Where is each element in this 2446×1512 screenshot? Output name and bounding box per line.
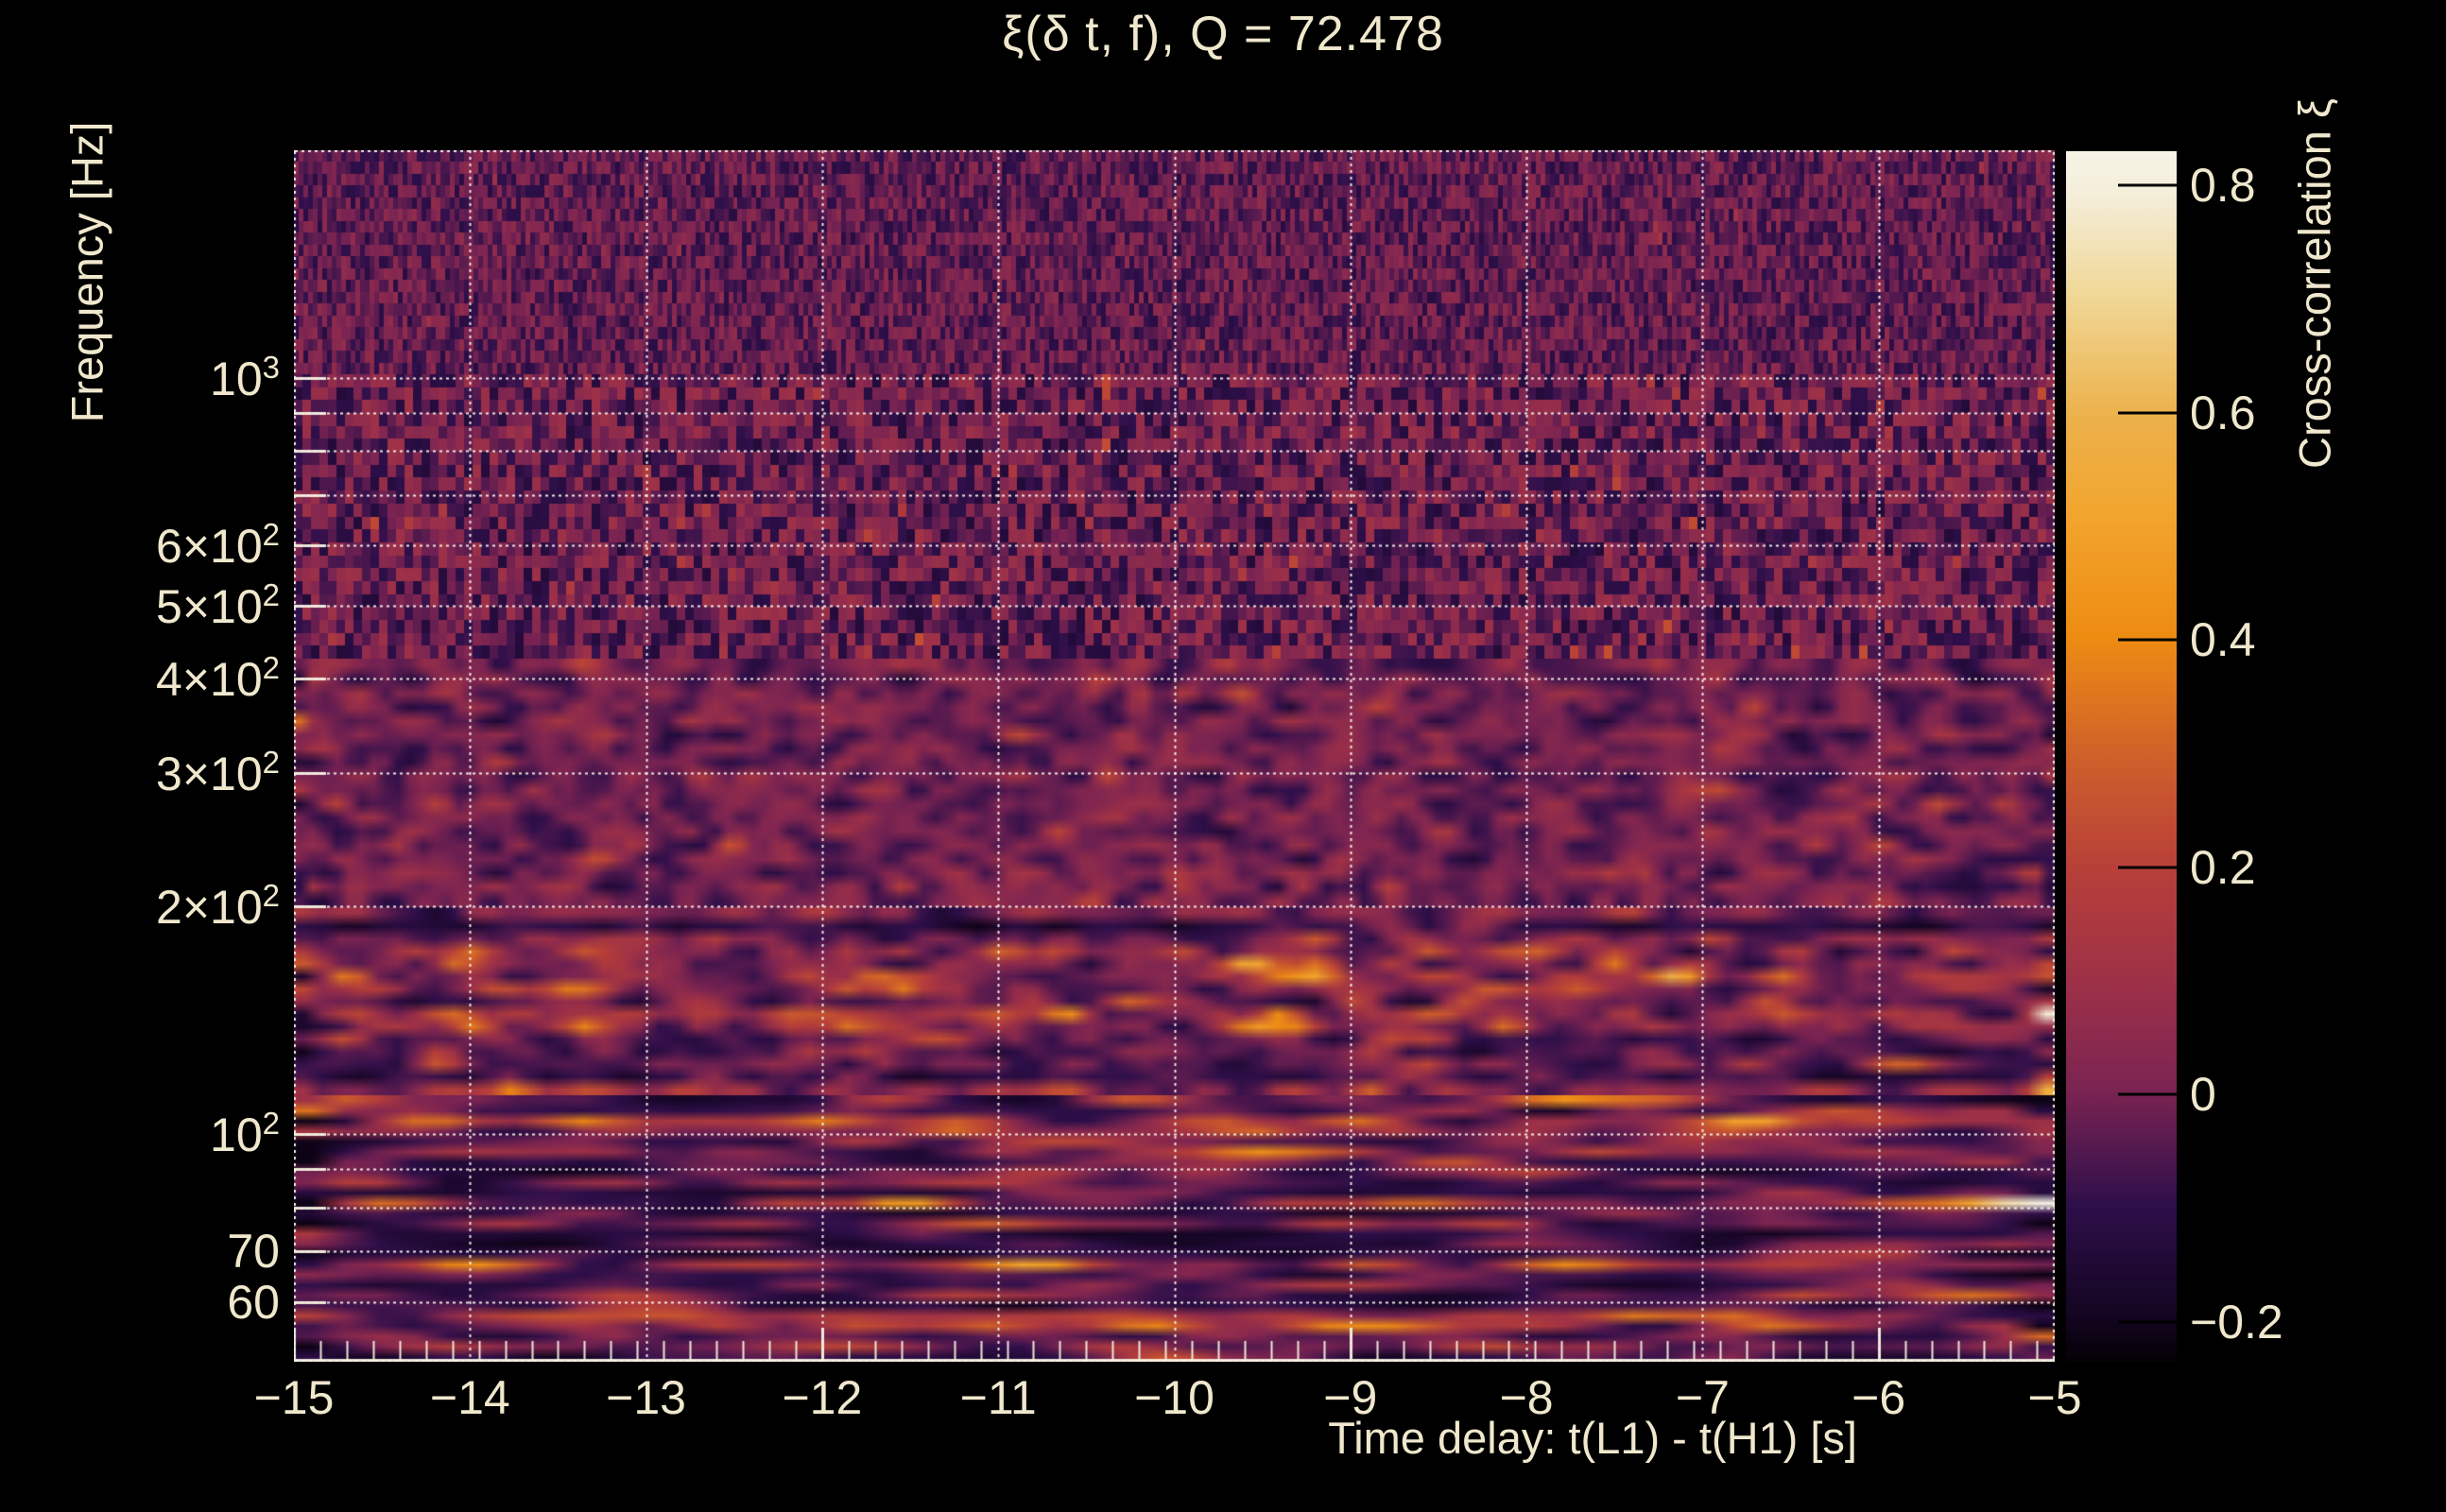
- y-tick-label: 4×102: [156, 650, 280, 707]
- colorbar-tick-label: 0: [2190, 1068, 2216, 1122]
- x-tick-label: −11: [959, 1371, 1037, 1424]
- y-tick-label: 3×102: [156, 745, 280, 801]
- colorbar-title: Cross-correlation ξ: [2289, 98, 2340, 469]
- colorbar-tick-label: 0.6: [2190, 386, 2256, 439]
- y-tick-label: 5×102: [156, 576, 280, 633]
- x-tick-label: −7: [1675, 1371, 1730, 1424]
- colorbar-tick-label: 0.4: [2190, 613, 2256, 667]
- spectrogram-canvas: [294, 150, 2055, 1362]
- x-tick-label: −14: [429, 1371, 510, 1424]
- x-axis-title: Time delay: t(L1) - t(H1) [s]: [1328, 1413, 1857, 1463]
- y-tick-label: 70: [227, 1225, 280, 1279]
- colorbar-tick-mark: [2118, 183, 2177, 187]
- x-tick-label: −13: [606, 1371, 687, 1424]
- colorbar-tick-label: 0.2: [2190, 840, 2256, 894]
- x-tick-label: −5: [2027, 1371, 2082, 1424]
- y-tick-label: 60: [227, 1275, 280, 1329]
- x-tick-label: −8: [1499, 1371, 1554, 1424]
- x-tick-label: −15: [253, 1371, 335, 1424]
- x-tick-label: −10: [1134, 1371, 1214, 1424]
- colorbar-tick-mark: [2118, 411, 2177, 415]
- colorbar: [2066, 151, 2177, 1362]
- y-tick-label: 103: [210, 350, 280, 405]
- x-tick-label: −9: [1323, 1371, 1378, 1424]
- y-tick-label: 2×102: [156, 878, 280, 935]
- colorbar-tick-mark: [2118, 1092, 2177, 1096]
- chart-title: ξ(δ t, f), Q = 72.478: [1002, 7, 1444, 61]
- y-tick-label: 102: [210, 1106, 280, 1161]
- x-tick-label: −6: [1852, 1371, 1906, 1424]
- x-tick-label: −12: [782, 1371, 863, 1424]
- colorbar-tick-mark: [2118, 866, 2177, 869]
- colorbar-tick-mark: [2118, 1320, 2177, 1324]
- colorbar-tick-mark: [2118, 638, 2177, 642]
- y-tick-label: 6×102: [156, 517, 280, 574]
- colorbar-tick-label: 0.8: [2190, 159, 2256, 213]
- colorbar-tick-label: −0.2: [2190, 1295, 2283, 1349]
